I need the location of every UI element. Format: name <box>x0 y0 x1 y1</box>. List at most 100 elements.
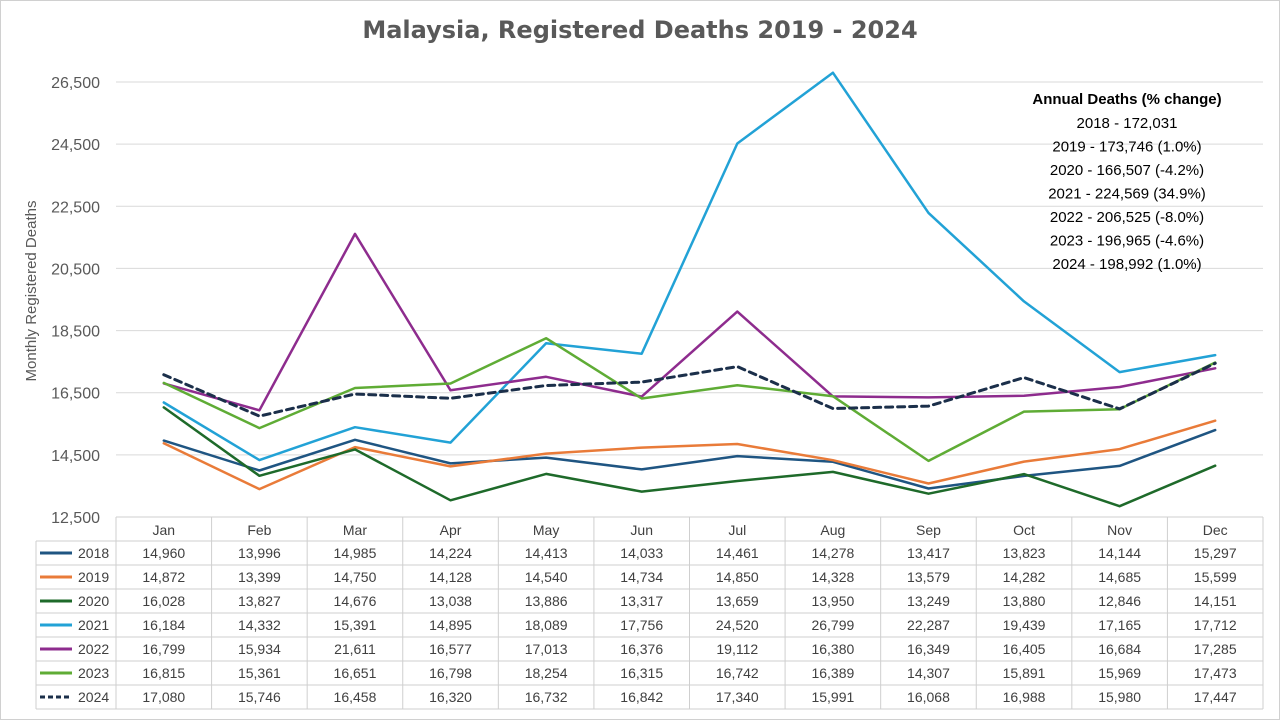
annotation-line: 2022 - 206,525 (-8.0%) <box>1050 209 1204 226</box>
data-label: 14,685 <box>1098 569 1141 585</box>
data-label: 13,823 <box>1003 545 1046 561</box>
data-label: 15,969 <box>1098 665 1141 681</box>
data-label: 13,317 <box>620 593 663 609</box>
data-label: 16,376 <box>620 641 663 657</box>
data-label: 16,815 <box>142 665 185 681</box>
data-label: 17,340 <box>716 689 759 705</box>
data-label: 16,458 <box>334 689 377 705</box>
x-tick-label: Apr <box>440 522 462 538</box>
data-label: 24,520 <box>716 617 759 633</box>
annotation-heading: Annual Deaths (% change) <box>1032 91 1221 108</box>
y-tick-label: 18,500 <box>51 324 100 341</box>
data-label: 18,089 <box>525 617 568 633</box>
data-label: 16,315 <box>620 665 663 681</box>
data-label: 15,991 <box>811 689 854 705</box>
data-label: 13,659 <box>716 593 759 609</box>
data-label: 19,439 <box>1003 617 1046 633</box>
data-label: 15,980 <box>1098 689 1141 705</box>
data-label: 14,224 <box>429 545 472 561</box>
data-label: 16,349 <box>907 641 950 657</box>
data-label: 13,038 <box>429 593 472 609</box>
y-axis-ticks: 12,500 14,500 16,500 18,500 20,500 22,500 24,5… <box>51 75 100 527</box>
data-label: 16,684 <box>1098 641 1141 657</box>
data-label: 15,391 <box>334 617 377 633</box>
data-label: 14,676 <box>334 593 377 609</box>
data-label: 13,417 <box>907 545 950 561</box>
data-label: 15,599 <box>1194 569 1237 585</box>
data-label: 17,473 <box>1194 665 1237 681</box>
data-label: 14,144 <box>1098 545 1141 561</box>
x-tick-label: Mar <box>343 522 367 538</box>
data-label: 19,112 <box>716 641 758 657</box>
data-table: Jan Feb Mar Apr May Jun Jul Aug Sep Oct Nov Dec 2018… <box>35 516 1264 710</box>
y-tick-label: 16,500 <box>51 386 100 403</box>
series-line-2020 <box>162 406 1217 508</box>
data-label: 16,651 <box>334 665 377 681</box>
data-label: 13,249 <box>907 593 950 609</box>
data-label: 17,080 <box>142 689 185 705</box>
series-lines <box>162 71 1217 508</box>
data-label: 14,413 <box>525 545 568 561</box>
data-label: 15,297 <box>1194 545 1237 561</box>
data-label: 13,880 <box>1003 593 1046 609</box>
data-label: 14,307 <box>907 665 950 681</box>
data-label: 26,799 <box>811 617 854 633</box>
x-tick-label: Dec <box>1203 522 1228 538</box>
data-label: 16,028 <box>142 593 185 609</box>
data-label: 21,611 <box>334 641 376 657</box>
data-label: 16,842 <box>620 689 663 705</box>
legend-label-2024: 2024 <box>78 689 109 705</box>
legend-label-2018: 2018 <box>78 545 109 561</box>
data-label: 16,380 <box>811 641 854 657</box>
data-label: 16,405 <box>1003 641 1046 657</box>
data-label: 14,540 <box>525 569 568 585</box>
data-label: 22,287 <box>907 617 950 633</box>
data-label: 16,389 <box>811 665 854 681</box>
data-label: 14,750 <box>334 569 377 585</box>
data-label: 14,328 <box>811 569 854 585</box>
data-label: 13,996 <box>238 545 281 561</box>
data-label: 14,282 <box>1003 569 1046 585</box>
data-label: 17,165 <box>1098 617 1141 633</box>
data-label: 15,891 <box>1003 665 1046 681</box>
data-label: 13,886 <box>525 593 568 609</box>
y-tick-label: 24,500 <box>51 137 100 154</box>
data-label: 14,960 <box>142 545 185 561</box>
annual-deaths-annotation: Annual Deaths (% change) 2018 - 172,031 20… <box>1032 91 1221 273</box>
y-tick-label: 14,500 <box>51 448 100 465</box>
annotation-line: 2023 - 196,965 (-4.6%) <box>1050 233 1204 250</box>
x-tick-label: Aug <box>820 522 845 538</box>
data-label: 14,033 <box>620 545 663 561</box>
y-tick-label: 12,500 <box>51 510 100 527</box>
annotation-line: 2024 - 198,992 (1.0%) <box>1052 256 1201 273</box>
chart-title: Malaysia, Registered Deaths 2019 - 2024 <box>362 16 917 44</box>
data-label: 17,285 <box>1194 641 1237 657</box>
data-label: 16,320 <box>429 689 472 705</box>
data-label: 14,985 <box>334 545 377 561</box>
legend-label-2019: 2019 <box>78 569 109 585</box>
data-label: 17,447 <box>1194 689 1237 705</box>
data-label: 13,827 <box>238 593 281 609</box>
x-tick-label: Jun <box>630 522 653 538</box>
data-label: 17,756 <box>620 617 663 633</box>
legend-label-2023: 2023 <box>78 665 109 681</box>
x-tick-label: Jan <box>153 522 176 538</box>
data-label: 14,734 <box>620 569 663 585</box>
x-tick-label: Sep <box>916 522 941 538</box>
data-label: 14,895 <box>429 617 472 633</box>
data-label: 14,128 <box>429 569 472 585</box>
data-label: 16,742 <box>716 665 759 681</box>
data-label: 16,798 <box>429 665 472 681</box>
data-label: 15,361 <box>238 665 281 681</box>
series-line-2022 <box>162 232 1217 412</box>
series-line-2023 <box>162 336 1217 463</box>
annotation-line: 2020 - 166,507 (-4.2%) <box>1050 162 1204 179</box>
x-tick-label: Jul <box>728 522 746 538</box>
y-tick-label: 22,500 <box>51 199 100 216</box>
data-label: 12,846 <box>1098 593 1141 609</box>
legend-label-2021: 2021 <box>78 617 109 633</box>
data-label: 13,579 <box>907 569 950 585</box>
data-label: 14,151 <box>1194 593 1237 609</box>
legend-label-2020: 2020 <box>78 593 109 609</box>
